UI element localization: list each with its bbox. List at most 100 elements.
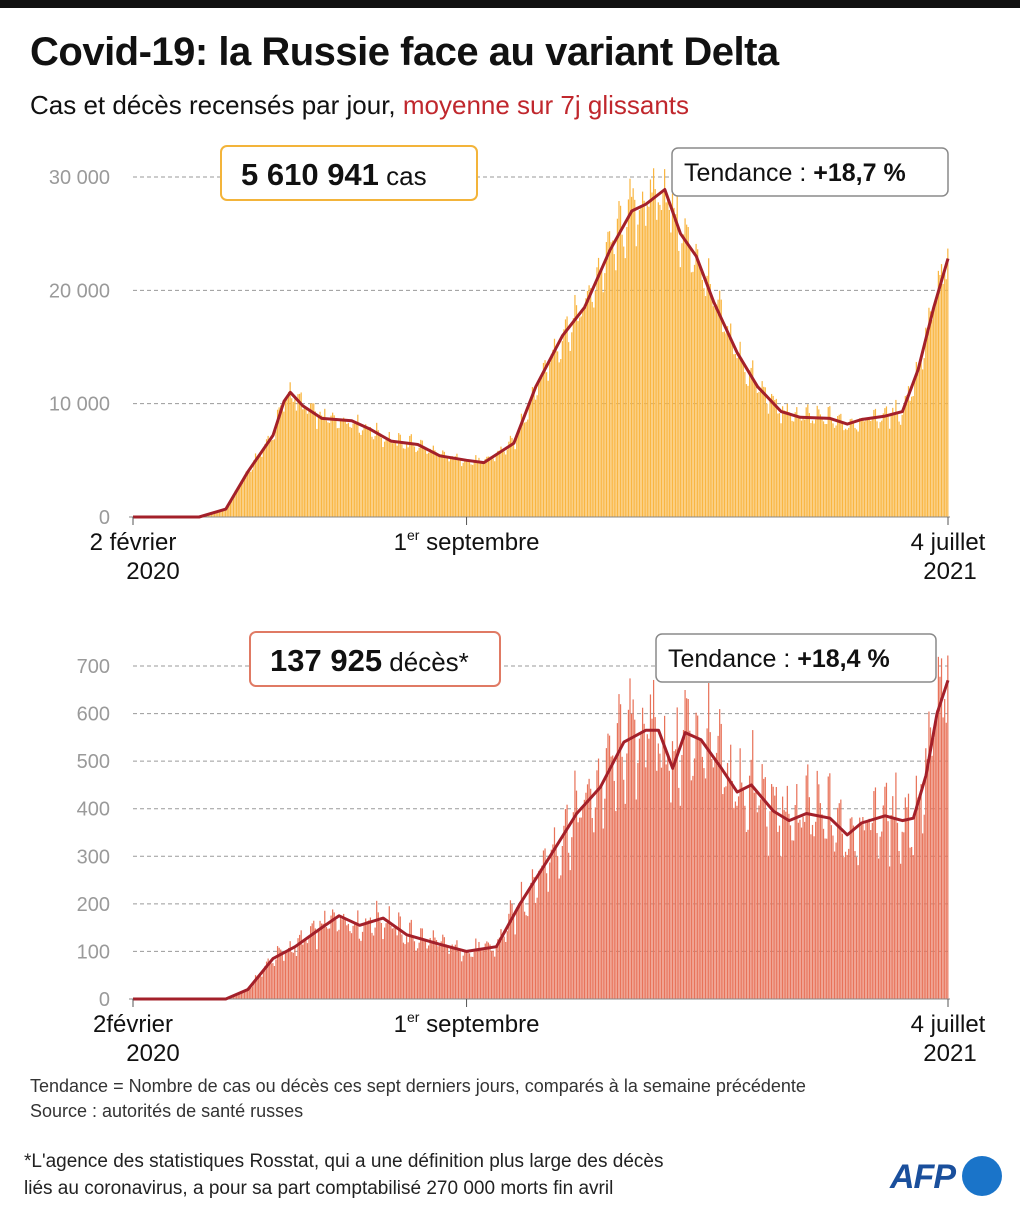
daily-bar [621, 234, 623, 517]
daily-bar [654, 189, 656, 518]
daily-bar [645, 767, 647, 999]
daily-bar [336, 931, 338, 999]
daily-bar [788, 813, 790, 999]
daily-bar [852, 825, 855, 999]
daily-bar [388, 431, 390, 517]
daily-bar [568, 342, 570, 517]
daily-bar [558, 362, 560, 517]
daily-bar [451, 456, 453, 517]
daily-bar [523, 911, 526, 999]
daily-bar [366, 921, 368, 999]
daily-bar [490, 950, 493, 999]
daily-bar [745, 832, 748, 999]
daily-bar [306, 943, 309, 999]
daily-bar [428, 945, 430, 999]
daily-bar [534, 399, 537, 517]
daily-bar [275, 959, 277, 999]
daily-bar [585, 298, 587, 517]
daily-bar [826, 424, 828, 517]
daily-bar [461, 961, 463, 999]
daily-bar [270, 963, 272, 999]
daily-bar [412, 443, 414, 517]
daily-bar [873, 791, 875, 999]
daily-bar [440, 454, 442, 517]
daily-bar [818, 409, 820, 517]
daily-bar [405, 443, 408, 517]
subtitle-main: Cas et décès recensés par jour, [30, 90, 396, 120]
daily-bar [906, 807, 908, 999]
daily-bar [698, 739, 700, 999]
daily-bar [398, 433, 400, 517]
daily-bar [579, 817, 581, 999]
daily-bar [369, 426, 372, 517]
daily-bar [539, 868, 541, 999]
daily-bar [931, 755, 933, 999]
daily-bar [574, 770, 576, 999]
daily-bar [940, 264, 943, 517]
daily-bar [434, 450, 436, 517]
daily-bar [511, 903, 513, 999]
daily-bar [947, 655, 949, 999]
daily-bar [939, 274, 941, 517]
x-tick-label: 1er septembre [394, 1009, 540, 1038]
daily-bar [599, 272, 601, 517]
daily-bar [678, 787, 680, 999]
daily-bar [561, 341, 563, 517]
daily-bar [390, 442, 392, 517]
daily-bar [322, 416, 324, 517]
daily-bar [785, 811, 787, 999]
daily-bar [748, 775, 751, 999]
total-unit: cas [379, 161, 427, 191]
daily-bar [777, 413, 779, 517]
daily-bar [832, 423, 834, 517]
daily-bar [911, 396, 913, 517]
daily-bar [262, 971, 265, 999]
daily-bar [822, 421, 825, 517]
daily-bar [605, 242, 608, 518]
daily-bar [555, 346, 557, 517]
daily-bar [464, 951, 466, 999]
daily-bar [904, 797, 906, 999]
daily-bar [399, 916, 401, 999]
daily-bar [701, 279, 703, 517]
daily-bar [665, 764, 667, 999]
daily-bar [369, 917, 372, 999]
daily-bar [349, 931, 351, 999]
daily-bar [287, 391, 290, 517]
daily-bar [885, 406, 888, 517]
daily-bar [775, 786, 777, 999]
daily-bar [700, 741, 702, 999]
daily-bar [505, 941, 507, 999]
daily-bar [854, 851, 856, 999]
daily-bar [673, 207, 675, 517]
daily-bar [731, 780, 733, 999]
daily-bar [739, 748, 741, 999]
daily-bar [648, 738, 650, 999]
daily-bar [253, 460, 255, 517]
daily-bar [483, 950, 485, 999]
daily-bar [377, 912, 379, 999]
daily-bar [900, 863, 902, 999]
daily-bar [645, 225, 647, 517]
daily-bar [689, 730, 691, 999]
trend-box [671, 147, 949, 197]
daily-bar [281, 404, 283, 517]
daily-bar [697, 715, 699, 999]
daily-bar [533, 388, 535, 517]
daily-bar [805, 407, 807, 517]
daily-bar [709, 283, 711, 517]
daily-bar [593, 307, 595, 517]
daily-bar [747, 829, 749, 999]
footnote: *L'agence des statistiques Rosstat, qui … [24, 1148, 663, 1202]
daily-bar [761, 381, 763, 517]
daily-bar [492, 950, 494, 999]
daily-bar [619, 704, 622, 999]
daily-bar [920, 354, 922, 517]
daily-bar [385, 923, 387, 999]
daily-bar [431, 452, 433, 517]
daily-bar [615, 811, 617, 999]
daily-bar [802, 816, 804, 999]
daily-bar [780, 856, 782, 999]
daily-bar [862, 817, 864, 999]
daily-bar [358, 938, 361, 999]
